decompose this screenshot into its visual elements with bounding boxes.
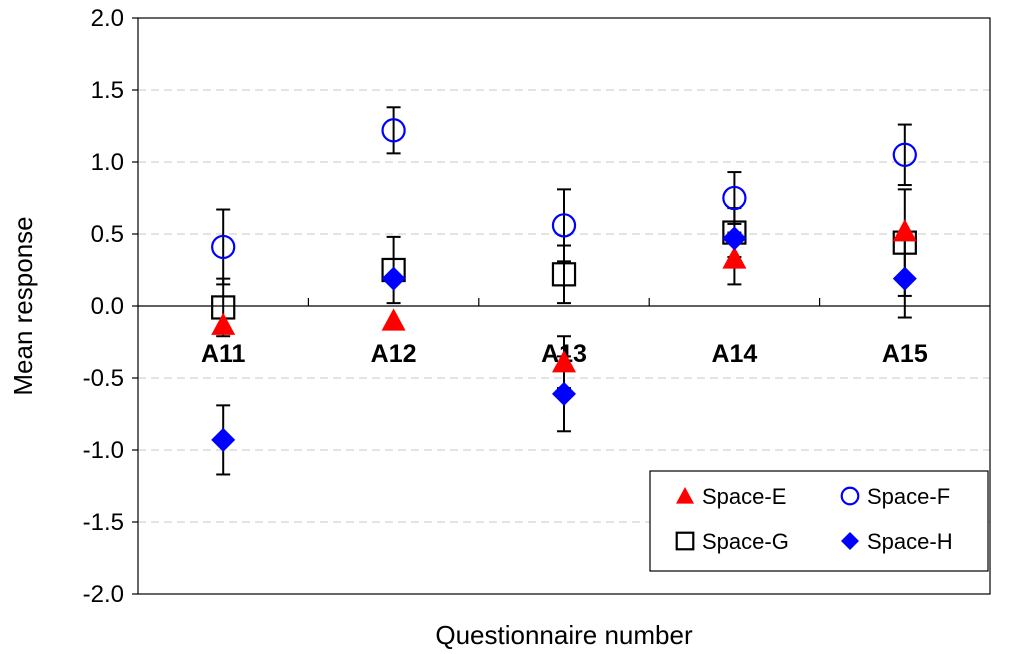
y-axis: -2.0 -1.5 -1.0 -0.5 0.0 0.5 1.0 1.5 2.0 (83, 5, 138, 608)
space-e-legend-marker (676, 487, 694, 504)
legend-item: Space-H (841, 529, 953, 554)
space-h-point (211, 427, 236, 452)
category-label: A14 (711, 340, 757, 368)
category-label: A15 (882, 340, 928, 368)
space-f-point (892, 142, 917, 167)
space-e-point (722, 246, 747, 269)
y-tick-label: -2.0 (83, 581, 124, 608)
space-h-point (552, 381, 576, 406)
space-g-point (551, 262, 577, 287)
y-tick-label: 1.0 (91, 149, 124, 176)
category-label: A11 (201, 340, 246, 368)
error-bar (386, 106, 401, 155)
legend: Space-E Space-F Space-G Space-H (649, 470, 989, 572)
space-h-point (381, 266, 406, 291)
y-tick-label: -0.5 (83, 365, 124, 392)
error-bar (897, 123, 912, 187)
x-axis-title: Questionnaire number (435, 620, 693, 650)
space-f-point (211, 234, 236, 260)
x-axis-ticks (307, 298, 821, 306)
space-e-point (211, 312, 236, 335)
space-e-point (552, 350, 576, 373)
legend-label: Space-E (702, 484, 786, 509)
y-tick-label: 0.5 (91, 221, 124, 248)
space-f-legend-marker (840, 486, 860, 506)
space-f-point (551, 213, 577, 238)
legend-item: Space-F (840, 484, 950, 509)
space-e-point (892, 219, 917, 242)
legend-label: Space-F (867, 484, 950, 509)
legend-box (649, 470, 989, 572)
legend-item: Space-E (676, 484, 786, 509)
space-h-point (892, 266, 917, 291)
y-tick-label: 1.5 (91, 77, 124, 104)
y-tick-label: -1.0 (83, 437, 124, 464)
space-g-legend-marker (675, 531, 695, 551)
y-axis-title: Mean response (8, 216, 38, 395)
legend-label: Space-H (867, 529, 953, 554)
y-tick-label: 0.0 (91, 293, 124, 320)
error-bar (216, 208, 231, 286)
legend-item: Space-G (675, 529, 789, 554)
category-label: A12 (371, 340, 417, 368)
space-h-legend-marker (841, 532, 859, 550)
space-f-point (381, 118, 406, 143)
data-points (211, 118, 917, 452)
y-tick-label: 2.0 (91, 5, 124, 32)
legend-label: Space-G (702, 529, 789, 554)
space-h-point (722, 226, 747, 251)
space-f-point (722, 185, 747, 211)
space-e-point (381, 308, 406, 331)
error-bar (557, 244, 571, 305)
y-tick-label: -1.5 (83, 509, 124, 536)
